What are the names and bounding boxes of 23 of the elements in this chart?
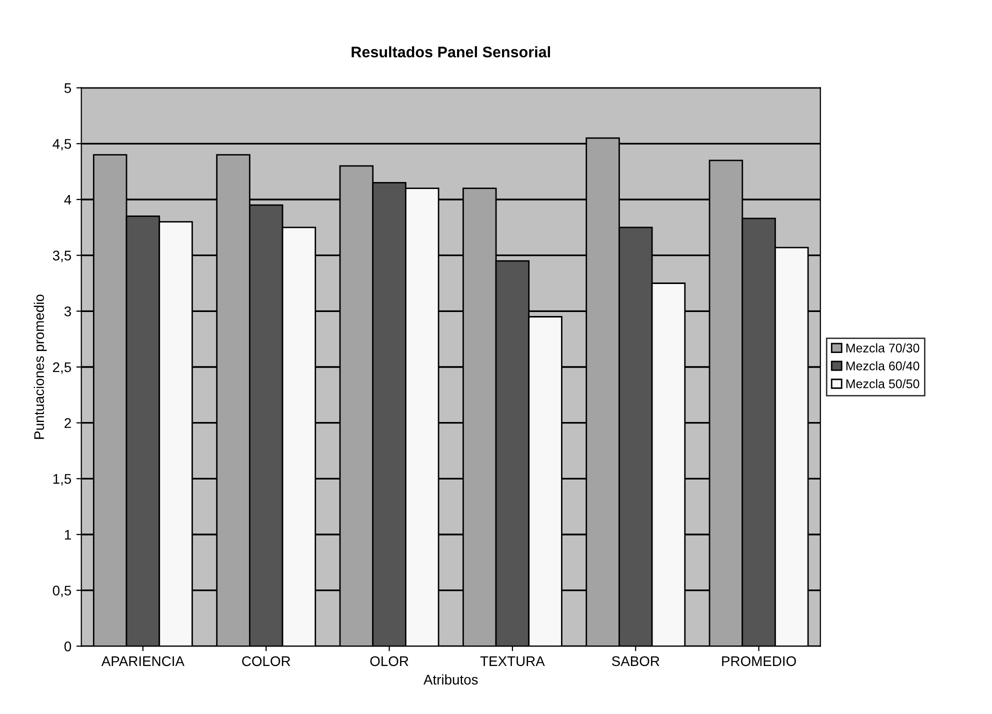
y-axis-title: Puntuaciones promedio	[34, 294, 47, 439]
y-tick-label: 3	[64, 306, 72, 316]
y-tick-label: 0,5	[52, 586, 72, 598]
legend-label: Mezcla 50/50	[846, 379, 920, 388]
y-tick-label: 5	[64, 83, 72, 93]
x-tick-label: PROMEDIO	[722, 656, 796, 666]
x-tick-label: OLOR	[370, 656, 408, 666]
y-tick-label: 1	[64, 530, 71, 540]
y-tick-label: 3,5	[52, 250, 72, 262]
y-tick-label: 4	[64, 194, 72, 205]
y-tick-label: 2,5	[53, 362, 72, 374]
legend-label: Mezcla 70/30	[846, 343, 920, 352]
y-tick-label: 2	[64, 418, 71, 428]
y-tick-label: 4,5	[52, 139, 72, 150]
x-tick-label: APARIENCIA	[101, 656, 184, 666]
legend-label: Mezcla 60/40	[846, 361, 920, 370]
x-tick-label: SABOR	[612, 656, 660, 666]
x-axis-title: Atributos	[423, 674, 478, 685]
chart-title: Resultados Panel Sensorial	[352, 46, 550, 58]
x-tick-label: TEXTURA	[480, 656, 545, 666]
y-tick-label: 1,5	[53, 474, 72, 486]
y-tick-label: 0	[64, 642, 72, 652]
x-tick-label: COLOR	[242, 656, 290, 666]
